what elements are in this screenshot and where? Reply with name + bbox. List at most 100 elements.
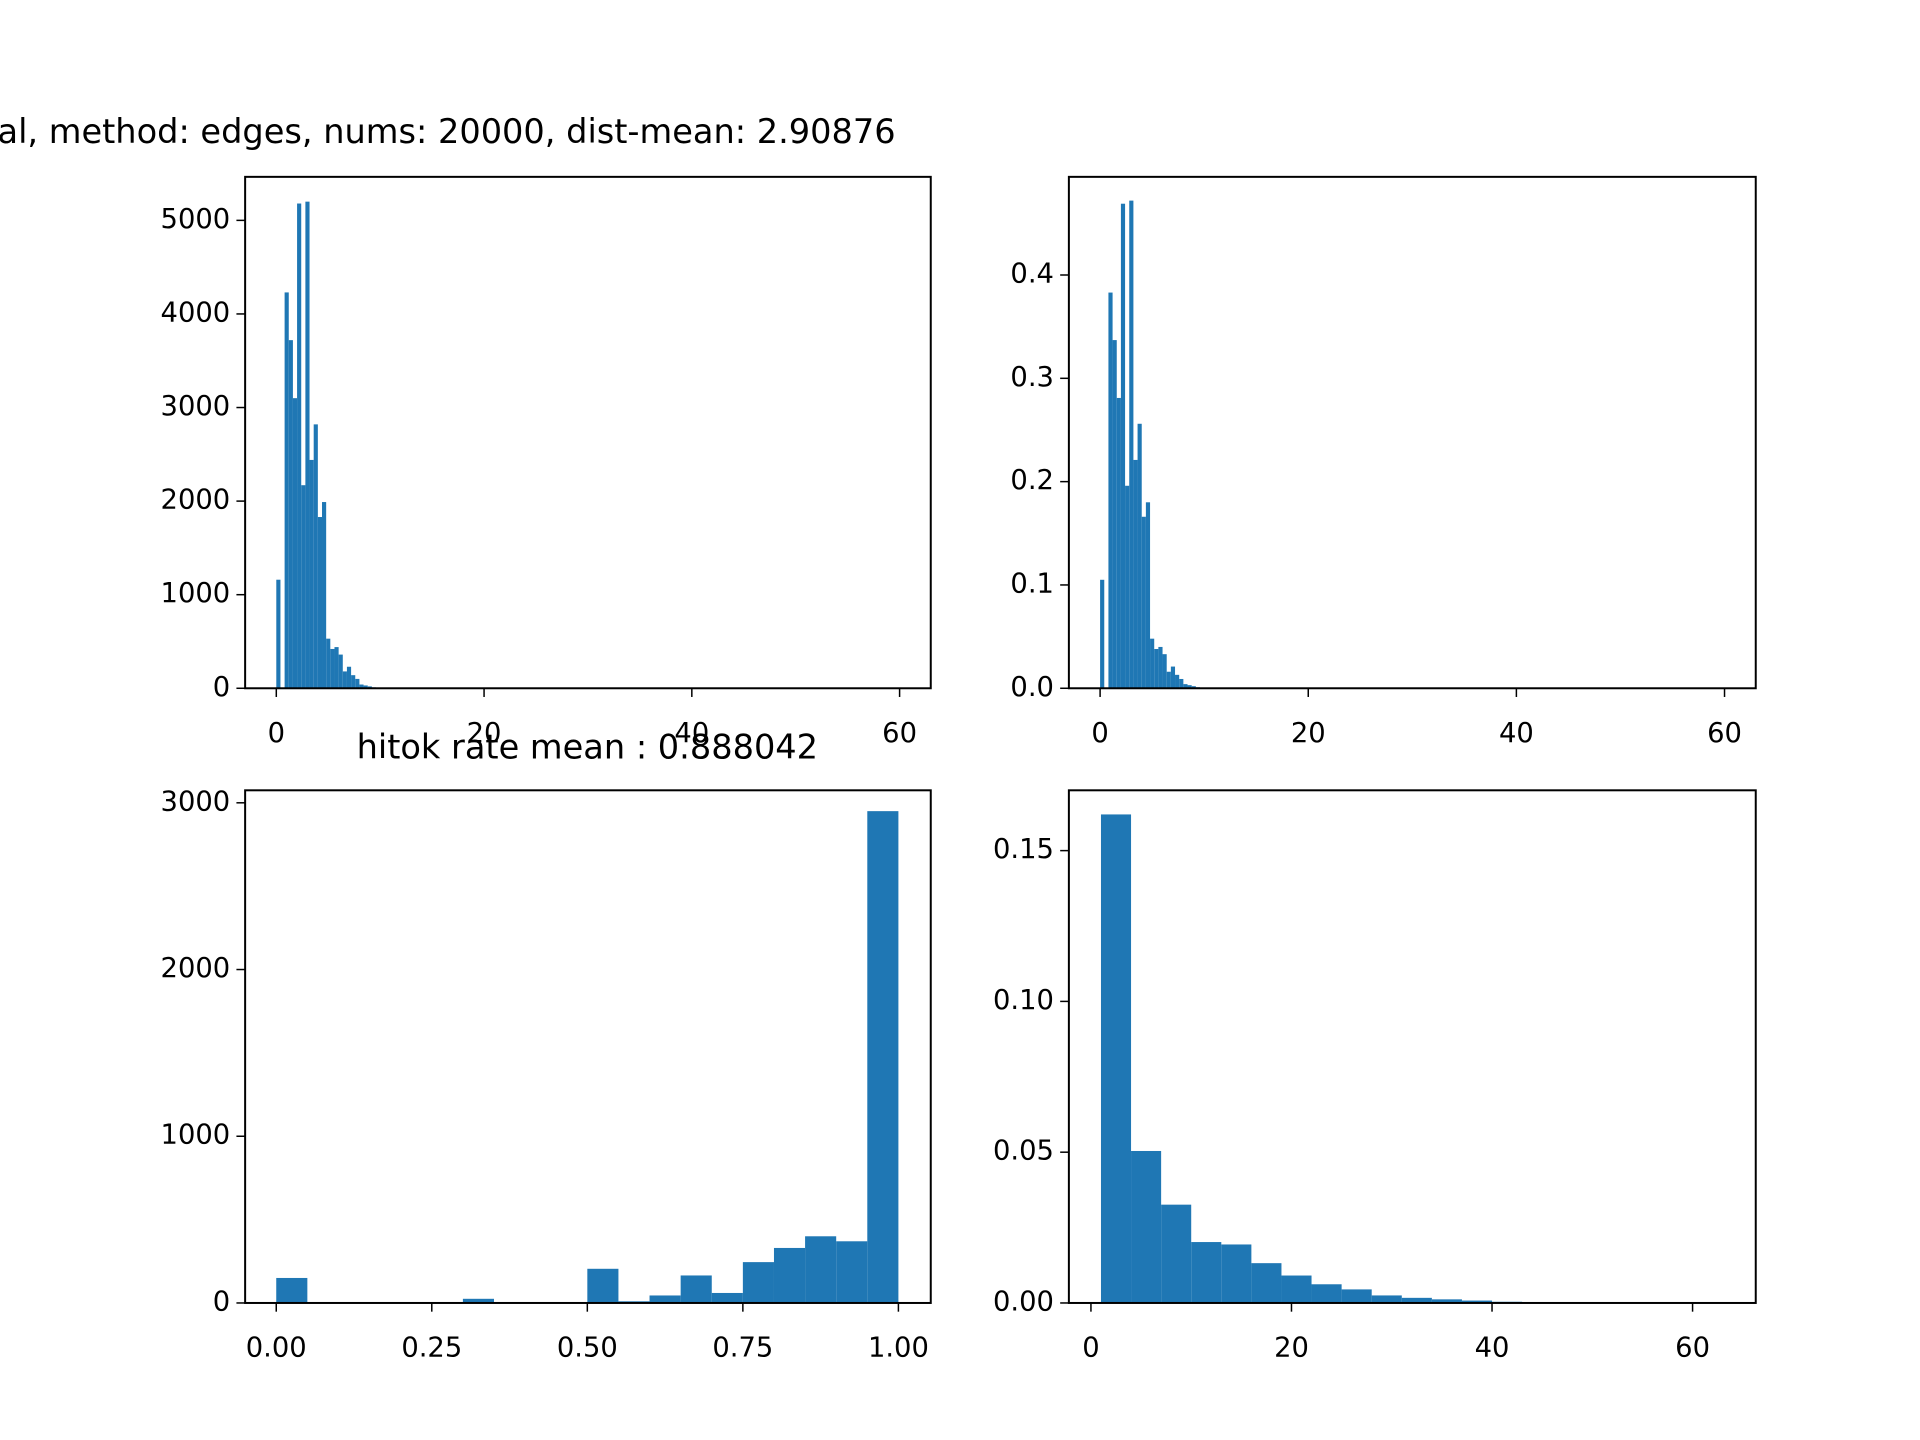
axes-frame	[1067, 789, 1757, 1304]
histogram-bar	[680, 1275, 712, 1303]
histogram-bar	[1401, 1297, 1432, 1303]
x-tick-label: 0	[1082, 1333, 1099, 1364]
histogram-bar	[322, 502, 327, 689]
histogram-bar	[1145, 502, 1151, 689]
histogram-bar	[1187, 685, 1192, 689]
histogram-bar	[1100, 814, 1132, 1303]
histogram-bar	[330, 648, 335, 689]
y-tick-label: 1000	[161, 578, 231, 609]
y-tick-label: 0.05	[993, 1136, 1054, 1167]
y-tick-label: 0.3	[1010, 362, 1054, 393]
x-tick-label: 0.50	[557, 1333, 618, 1364]
histogram-bar	[305, 201, 310, 689]
histogram-bar	[363, 685, 368, 689]
histogram-bar	[587, 1268, 619, 1303]
histogram-bar	[1162, 654, 1167, 689]
histogram-bar	[1371, 1295, 1402, 1303]
histogram-bar	[1120, 203, 1126, 689]
y-tick-label: 1000	[161, 1120, 231, 1151]
histogram-bar	[1116, 397, 1121, 689]
x-tick-label: 0.25	[401, 1333, 462, 1364]
histogram-bar	[334, 647, 339, 689]
histogram-bar	[1125, 485, 1130, 689]
histogram-bar	[359, 684, 364, 689]
y-tick-label: 3000	[161, 786, 231, 817]
histogram-bar	[1175, 674, 1180, 689]
histogram-bar	[1281, 1275, 1312, 1303]
x-tick-label: 40	[674, 718, 709, 749]
histogram-bar	[309, 459, 314, 689]
histogram-bar	[1191, 1242, 1222, 1303]
histogram-bar	[1311, 1284, 1342, 1303]
y-tick-label: 5000	[161, 204, 231, 235]
histogram-bar	[1108, 292, 1113, 689]
x-tick-label: 0	[268, 718, 285, 749]
histogram-bar	[342, 671, 347, 689]
histogram-bar	[1170, 666, 1176, 689]
histogram-bar	[742, 1262, 774, 1303]
histogram-bar	[1100, 579, 1105, 689]
axes-frame	[1067, 175, 1757, 690]
histogram-bar	[1251, 1263, 1282, 1303]
histogram-bar	[292, 398, 298, 689]
histogram-bar	[805, 1236, 837, 1303]
histogram-bar	[1141, 516, 1146, 689]
histogram-bar	[1183, 684, 1188, 689]
axes-frame	[244, 175, 932, 690]
histogram-bar	[284, 292, 289, 689]
subplot-title: hitok rate mean : 0.888042	[357, 728, 818, 767]
y-tick-label: 0.0	[1010, 672, 1054, 703]
x-tick-label: 0.00	[246, 1333, 307, 1364]
y-tick-label: 0.10	[993, 985, 1054, 1016]
histogram-bar	[836, 1241, 868, 1303]
histogram-bar	[301, 485, 306, 689]
y-tick-label: 0.00	[993, 1286, 1054, 1317]
histogram-bar	[1133, 459, 1138, 689]
histogram-bar	[773, 1247, 806, 1303]
y-tick-label: 2000	[161, 485, 231, 516]
x-tick-label: 20	[1274, 1333, 1309, 1364]
x-tick-label: 60	[882, 718, 917, 749]
histogram-bar	[1129, 200, 1134, 689]
histogram-bar	[1137, 423, 1142, 689]
y-tick-label: 4000	[161, 297, 231, 328]
y-tick-label: 2000	[161, 953, 231, 984]
x-tick-label: 40	[1475, 1333, 1510, 1364]
histogram-bar	[1191, 686, 1196, 689]
histogram-bar	[276, 579, 281, 689]
histogram-bar	[1221, 1244, 1252, 1303]
x-tick-label: 60	[1707, 718, 1742, 749]
y-tick-label: 0.4	[1010, 259, 1054, 290]
histogram-bar	[351, 675, 356, 689]
x-tick-label: 60	[1675, 1333, 1710, 1364]
histogram-bar	[711, 1292, 743, 1303]
histogram-bar	[1150, 638, 1155, 689]
histogram-bar	[326, 638, 331, 689]
histogram-bar	[1112, 340, 1117, 689]
x-tick-label: 0.75	[712, 1333, 773, 1364]
histogram-bar	[355, 678, 360, 689]
histogram-bar	[1158, 646, 1163, 689]
histogram-bar	[346, 666, 352, 689]
histogram-bar	[276, 1277, 308, 1303]
histogram-bar	[1461, 1300, 1493, 1303]
axes-frame	[244, 789, 932, 1304]
histogram-bar	[288, 340, 293, 689]
y-tick-label: 0.2	[1010, 465, 1054, 496]
histogram-bar	[1179, 678, 1184, 689]
histogram-bar	[1341, 1289, 1372, 1303]
histogram-bar	[462, 1298, 494, 1303]
histogram-bar	[297, 203, 302, 689]
y-tick-label: 3000	[161, 391, 231, 422]
histogram-bar	[313, 424, 318, 689]
subplot-title: al, method: edges, nums: 20000, dist-mea…	[0, 112, 896, 151]
histogram-bar	[649, 1295, 681, 1303]
x-tick-label: 1.00	[868, 1333, 929, 1364]
histogram-bar	[317, 517, 323, 689]
histogram-bar	[1154, 649, 1159, 689]
histogram-bar	[1161, 1204, 1192, 1303]
x-tick-label: 20	[1291, 718, 1326, 749]
x-tick-label: 0	[1091, 718, 1108, 749]
